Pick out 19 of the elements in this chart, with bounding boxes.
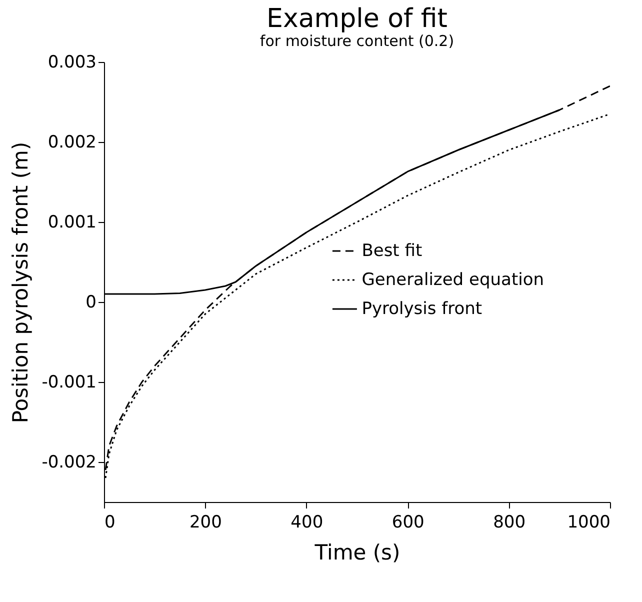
chart-title: Example of fit: [266, 4, 448, 34]
legend-label: Pyrolysis front: [362, 299, 482, 319]
y-tick-label: 0.003: [48, 52, 96, 72]
y-tick-label: -0.002: [42, 452, 96, 472]
x-axis-title: Time (s): [314, 540, 400, 564]
chart-subtitle: for moisture content (0.2): [260, 32, 454, 50]
y-axis-title: Position pyrolysis front (m): [8, 142, 33, 424]
y-tick-label: 0: [86, 292, 96, 312]
x-tick-label: 400: [290, 512, 324, 532]
legend-label: Best fit: [362, 241, 422, 261]
y-tick-label: 0.002: [48, 132, 96, 152]
legend-label: Generalized equation: [362, 270, 544, 290]
x-tick-label: 800: [493, 512, 526, 532]
y-tick-label: 0.001: [48, 212, 96, 232]
y-tick-label: -0.001: [42, 372, 96, 392]
x-tick-label: 600: [392, 512, 424, 532]
x-tick-label: 0: [104, 512, 116, 532]
x-tick-label: 200: [189, 512, 222, 532]
x-tick-label: 1000: [567, 512, 610, 532]
